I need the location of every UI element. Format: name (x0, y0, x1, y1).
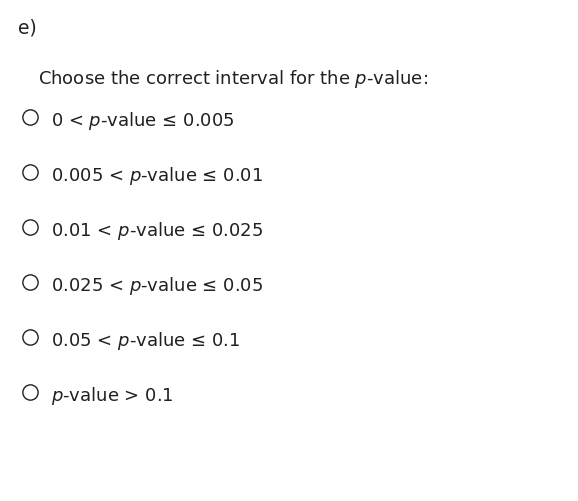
Text: e): e) (18, 18, 37, 37)
Text: Choose the correct interval for the $p$-value:: Choose the correct interval for the $p$-… (38, 68, 428, 90)
Text: 0 < $p$-value ≤ 0.005: 0 < $p$-value ≤ 0.005 (51, 110, 235, 132)
Text: 0.005 < $p$-value ≤ 0.01: 0.005 < $p$-value ≤ 0.01 (51, 165, 263, 187)
Text: 0.01 < $p$-value ≤ 0.025: 0.01 < $p$-value ≤ 0.025 (51, 220, 263, 242)
Text: 0.05 < $p$-value ≤ 0.1: 0.05 < $p$-value ≤ 0.1 (51, 330, 240, 352)
Text: $p$-value > 0.1: $p$-value > 0.1 (51, 385, 173, 407)
Text: 0.025 < $p$-value ≤ 0.05: 0.025 < $p$-value ≤ 0.05 (51, 275, 263, 297)
